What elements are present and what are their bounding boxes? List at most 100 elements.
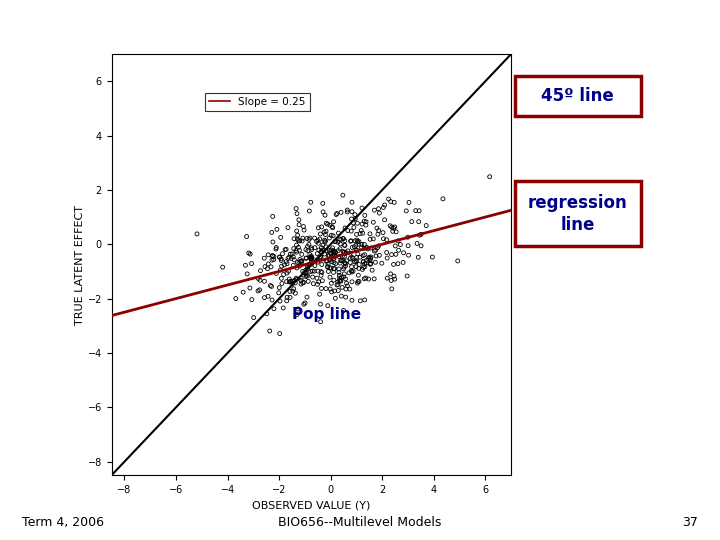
Point	[285, 278, 297, 286]
Point	[346, 268, 358, 276]
Point	[309, 244, 320, 252]
Point	[341, 279, 352, 287]
Point	[390, 241, 401, 250]
Point	[315, 267, 327, 276]
Point	[348, 242, 360, 251]
Point	[297, 279, 309, 287]
Point	[284, 250, 296, 259]
Point	[266, 256, 278, 265]
Point	[301, 254, 312, 262]
Point	[217, 263, 228, 272]
Point	[342, 281, 354, 290]
Point	[345, 237, 356, 246]
Point	[289, 276, 300, 285]
Point	[300, 245, 312, 254]
Point	[366, 266, 378, 274]
Point	[327, 244, 338, 252]
Y-axis label: TRUE LATENT EFFECT: TRUE LATENT EFFECT	[75, 205, 85, 325]
Point	[289, 255, 300, 264]
Point	[353, 264, 364, 273]
Point	[271, 243, 282, 252]
Point	[411, 239, 423, 248]
Point	[315, 244, 327, 252]
Point	[330, 248, 341, 257]
Point	[307, 267, 318, 275]
Point	[373, 226, 384, 235]
Point	[386, 250, 397, 259]
Point	[295, 274, 307, 282]
Point	[381, 248, 392, 257]
Point	[338, 265, 349, 273]
Point	[351, 253, 362, 262]
Point	[420, 221, 432, 230]
Point	[328, 252, 339, 261]
Point	[388, 272, 400, 280]
Point	[338, 241, 350, 249]
Point	[361, 244, 373, 252]
Point	[279, 245, 291, 254]
Point	[324, 221, 336, 230]
Point	[334, 235, 346, 244]
Point	[306, 260, 318, 268]
Point	[413, 218, 425, 226]
Point	[390, 250, 402, 259]
Point	[371, 224, 382, 232]
Point	[374, 251, 385, 260]
Text: regression
line: regression line	[528, 193, 628, 234]
Point	[390, 227, 402, 236]
Point	[316, 246, 328, 254]
Point	[318, 228, 330, 237]
Point	[364, 253, 375, 261]
Point	[331, 281, 343, 289]
Point	[296, 257, 307, 266]
Point	[320, 247, 332, 255]
Point	[354, 253, 366, 261]
Point	[360, 274, 372, 282]
Point	[369, 247, 380, 255]
Point	[330, 294, 341, 302]
Point	[415, 241, 427, 250]
Point	[268, 252, 279, 261]
Point	[328, 248, 339, 257]
Point	[335, 277, 346, 286]
Point	[284, 275, 295, 284]
Point	[335, 235, 346, 244]
Point	[337, 191, 348, 199]
Point	[278, 270, 289, 279]
Point	[305, 234, 316, 242]
Point	[266, 252, 278, 260]
Point	[336, 283, 348, 292]
Point	[402, 233, 413, 241]
Point	[338, 247, 349, 256]
Point	[354, 237, 365, 246]
Point	[328, 268, 339, 276]
Point	[241, 232, 253, 241]
Point	[362, 245, 374, 253]
Point	[294, 246, 305, 255]
Point	[356, 243, 367, 252]
Point	[320, 227, 332, 235]
Point	[349, 210, 361, 219]
Point	[324, 255, 336, 264]
Point	[413, 253, 424, 261]
Point	[300, 269, 312, 278]
Point	[318, 207, 329, 216]
Point	[351, 246, 362, 254]
Point	[266, 252, 278, 260]
Point	[306, 245, 318, 254]
Point	[339, 224, 351, 232]
Point	[282, 293, 293, 302]
Point	[290, 246, 302, 255]
Point	[338, 252, 350, 261]
Point	[303, 260, 315, 269]
Point	[328, 276, 340, 285]
Point	[368, 218, 379, 227]
Point	[311, 237, 323, 246]
Point	[292, 231, 303, 240]
Point	[240, 261, 251, 269]
Point	[388, 224, 400, 233]
Text: 37: 37	[683, 516, 698, 529]
Point	[274, 253, 285, 261]
Text: BIO656--Multilevel Models: BIO656--Multilevel Models	[279, 516, 441, 529]
Point	[357, 258, 369, 266]
